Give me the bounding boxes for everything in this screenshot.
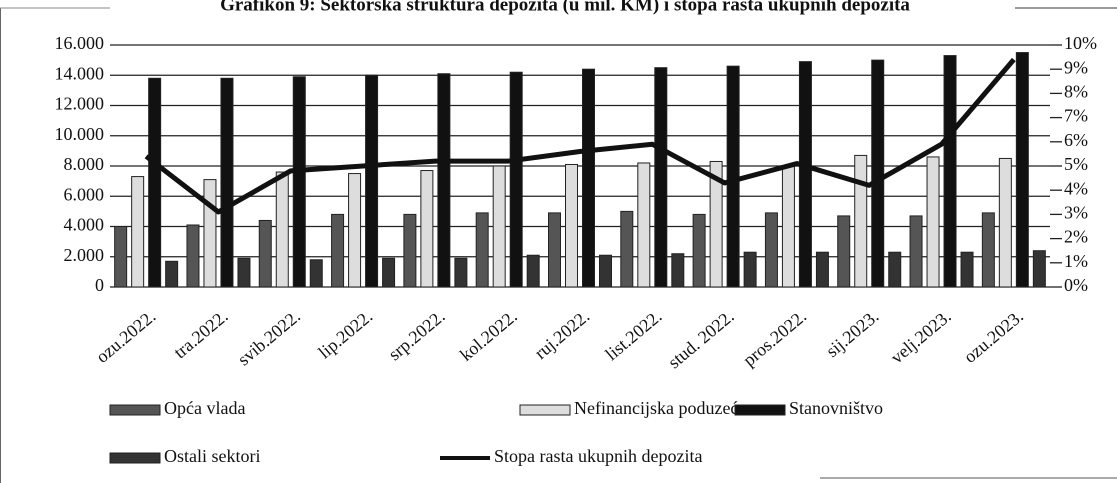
bar (981, 212, 995, 288)
bar (764, 212, 778, 288)
bar (309, 259, 323, 288)
legend-swatch (734, 404, 786, 416)
y2-tick-label: 3% (1064, 203, 1088, 223)
bar (437, 73, 451, 288)
bar (599, 254, 612, 288)
bar (203, 179, 217, 288)
y-tick-label: 12.000 (55, 94, 105, 114)
y-tick-label: 0 (95, 275, 104, 295)
x-tick-label: srp.2022. (384, 306, 448, 364)
legend-swatch (519, 404, 571, 416)
bar (403, 213, 417, 288)
x-tick-label: svib.2022. (234, 306, 304, 370)
bar (854, 154, 868, 288)
legend-label: Stopa rasta ukupnih depozita (494, 446, 702, 466)
x-tick-label: ozu.2022. (92, 306, 159, 367)
y2-tick-label: 8% (1064, 82, 1088, 102)
bar (671, 253, 685, 288)
y2-tick-label: 5% (1064, 154, 1088, 174)
bar (998, 157, 1012, 288)
y-tick-label: 2.000 (64, 245, 105, 265)
x-tick-label: tra.2022. (170, 306, 232, 362)
bar (815, 251, 829, 288)
x-tick-label: sij.2023. (822, 306, 882, 361)
bar (526, 254, 540, 288)
y-tick-label: 4.000 (64, 215, 105, 235)
bar (582, 68, 595, 288)
x-tick-label: ozu.2023. (960, 306, 1027, 367)
bar (888, 251, 902, 288)
bar (220, 77, 234, 288)
bar (237, 257, 251, 288)
bar (454, 257, 468, 288)
x-tick-label: lip.2022. (314, 306, 376, 362)
y2-tick-label: 9% (1064, 57, 1088, 77)
bar (165, 260, 179, 288)
bar (509, 71, 523, 288)
y2-tick-label: 2% (1064, 227, 1088, 247)
bar (960, 251, 974, 288)
y-tick-label: 6.000 (64, 184, 105, 204)
bar (654, 67, 668, 288)
bar (743, 251, 757, 288)
bar (492, 165, 506, 288)
y-tick-label: 8.000 (64, 154, 105, 174)
y2-tick-label: 7% (1064, 106, 1088, 126)
legend-label: Stanovništvo (789, 398, 883, 418)
bar (148, 77, 162, 288)
bar (475, 212, 489, 288)
chart-title: Grafikon 9: Sektorska struktura depozita… (220, 0, 910, 15)
bar (131, 176, 145, 288)
x-tick-label: velj.2023. (887, 306, 955, 368)
x-tick-label: stud. 2022. (664, 306, 738, 372)
bar (781, 165, 795, 288)
bar (258, 219, 272, 288)
bar (871, 59, 885, 288)
bar (1032, 250, 1046, 288)
bar (186, 224, 200, 288)
bar (365, 74, 379, 288)
y-tick-label: 14.000 (55, 63, 105, 83)
bar (348, 173, 362, 288)
bar (943, 55, 957, 288)
y2-tick-label: 6% (1064, 130, 1088, 150)
x-tick-label: list.2022. (601, 306, 665, 364)
bar (420, 170, 434, 288)
legend-label: Opća vlada (164, 398, 245, 418)
bar (565, 163, 578, 288)
bar (926, 156, 940, 288)
y2-tick-label: 4% (1064, 178, 1088, 198)
bar (837, 215, 851, 288)
bar (798, 61, 812, 288)
x-tick-label: pros.2022. (739, 306, 810, 370)
bar (275, 171, 289, 288)
y2-tick-label: 0% (1064, 275, 1088, 295)
bar (620, 210, 634, 288)
legend-label: Nefinancijska poduzeća (574, 398, 746, 418)
x-tick-label: ruj.2022. (531, 306, 594, 363)
bar (692, 213, 706, 288)
bar (637, 162, 651, 288)
x-tick-label: kol.2022. (456, 306, 521, 365)
y-tick-label: 16.000 (55, 33, 105, 53)
y2-tick-label: 1% (1064, 251, 1088, 271)
y2-tick-label: 10% (1064, 33, 1097, 53)
legend-swatch (109, 452, 161, 464)
bar (114, 226, 128, 288)
legend-label: Ostali sektori (164, 446, 261, 466)
bar (909, 215, 923, 288)
bar (726, 65, 740, 288)
line (144, 57, 1016, 215)
y-tick-label: 10.000 (55, 124, 105, 144)
bar (292, 76, 306, 288)
legend-swatch (109, 404, 161, 416)
bar (331, 213, 345, 288)
bar (548, 212, 561, 288)
bar (709, 160, 723, 288)
bar (1015, 52, 1029, 288)
bar (382, 257, 396, 288)
